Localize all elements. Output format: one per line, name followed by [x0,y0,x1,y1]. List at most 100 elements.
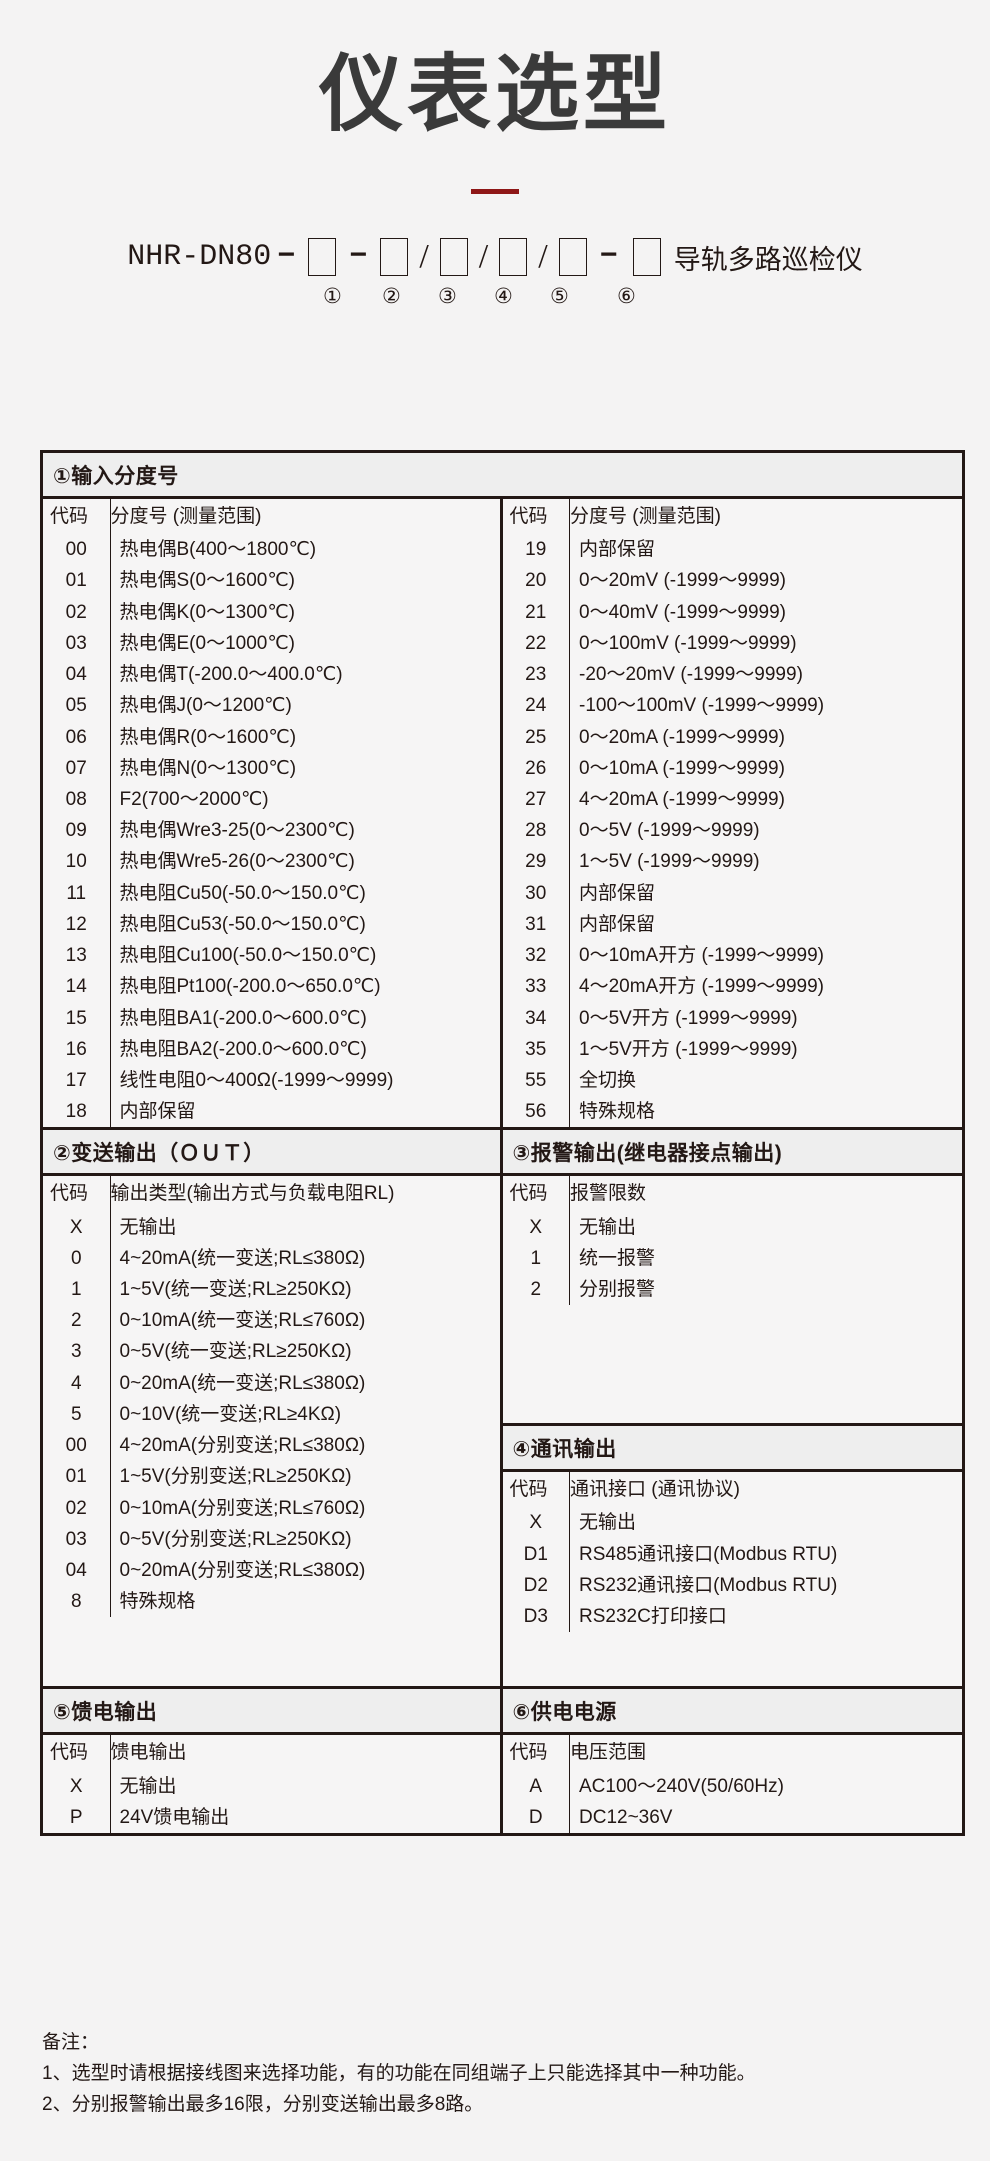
model-slot-5[interactable] [558,238,587,276]
row-code: 3 [43,1336,111,1368]
table-row: 02 热电偶K(0～1300℃) [43,596,500,628]
row-desc: 0～10mA开方 (-1999～9999) [579,945,824,967]
table-header-row: 代码 报警限数 [502,1176,963,1212]
table-row: 1 1~5V(统一变送;RL≥250KΩ) [43,1274,500,1306]
row-code: 03 [43,627,111,660]
section-feed: ⑤馈电输出 代码 馈电输出 X 无输出 P 24V馈电输出 [43,1689,503,1833]
table-row: 04 热电偶T(-200.0～400.0℃) [43,659,500,691]
table-row: 01 热电偶S(0～1600℃) [43,565,500,597]
row-code: 25 [502,721,570,753]
row-desc: 热电偶S(0～1600℃) [119,570,296,592]
row-desc: 热电阻BA2(-200.0～600.0℃) [119,1038,367,1060]
table-row: 28 0～5V (-1999～9999) [502,815,963,847]
row-code: 13 [43,940,111,972]
section-mid-body: ②变送输出（ＯＵＴ） 代码 输出类型(输出方式与负载电阻RL) X 无输出 0 4~2… [43,1127,963,1687]
table-row: 00 4~20mA(分别变送;RL≤380Ω) [43,1430,500,1462]
row-code: 2 [502,1274,570,1306]
table-row: A AC100～240V(50/60Hz) [502,1770,963,1802]
table-row: 33 4～20mA开方 (-1999～9999) [502,971,963,1003]
row-code: 31 [502,908,570,941]
model-slot-2[interactable] [380,238,409,276]
feed-rows: X 无输出 P 24V馈电输出 [43,1770,500,1833]
row-desc: 线性电阻0～400Ω(-1999～9999) [119,1069,394,1091]
feed-header-table: 代码 馈电输出 [43,1735,500,1771]
row-code: 2 [43,1305,111,1337]
model-slot-6[interactable] [632,238,661,276]
row-desc: 1~5V(分别变送;RL≥250KΩ) [119,1466,352,1488]
row-code: X [502,1211,570,1243]
row-code: 17 [43,1064,111,1097]
row-desc: 热电阻Cu53(-50.0～150.0℃) [119,913,366,935]
section-power: ⑥供电电源 代码 电压范围 A AC100～240V(50/60Hz) D DC12~… [502,1689,963,1833]
row-desc: 0~5V(分别变送;RL≥250KΩ) [119,1528,352,1550]
model-marker-3: ③ [438,284,457,308]
feed-thead: 代码 馈电输出 [43,1735,500,1771]
table-row: 09 热电偶Wre3-25(0～2300℃) [43,815,500,847]
row-code: P [43,1801,111,1833]
table-row: 35 1～5V开方 (-1999～9999) [502,1033,963,1065]
transmit-rows-body: X 无输出 0 4~20mA(统一变送;RL≤380Ω) 1 1~5V(统一变送;RL≥2… [43,1211,500,1618]
row-code: 04 [43,659,111,691]
page-title: 仪表选型 [318,45,671,143]
row-code: 02 [43,1492,111,1524]
note-item: 1、选型时请根据接线图来选择功能，有的功能在同组端子上只能选择其中一种功能。 [42,2062,756,2084]
table-row: X 无输出 [43,1211,500,1243]
row-code: D [502,1801,570,1833]
row-code: 09 [43,815,111,847]
row-desc: 1~5V(统一变送;RL≥250KΩ) [119,1279,352,1301]
row-code: 8 [43,1586,111,1618]
row-desc: 热电偶R(0～1600℃) [119,726,297,748]
row-desc: 热电偶N(0～1300℃) [119,757,297,779]
table-row: 07 热电偶N(0～1300℃) [43,752,500,784]
table-row: 14 热电阻Pt100(-200.0～650.0℃) [43,971,500,1003]
header-code: 代码 [502,1735,570,1771]
model-slot-4[interactable] [499,238,528,276]
row-code: 20 [502,565,570,597]
table-row: D3 RS232C打印接口 [502,1601,963,1633]
row-desc: 4～20mA (-1999～9999) [579,788,785,810]
row-code: 0 [43,1242,111,1275]
table-row: X 无输出 [502,1507,963,1539]
row-desc: 热电阻Cu100(-50.0～150.0℃) [119,945,377,967]
table-row: 34 0～5V开方 (-1999～9999) [502,1002,963,1034]
row-desc: 无输出 [119,1216,177,1238]
row-desc: 内部保留 [579,882,656,904]
row-code: 29 [502,846,570,878]
row-desc: 全切换 [579,1069,637,1091]
row-code: D3 [502,1601,570,1633]
row-desc: DC12~36V [579,1806,673,1828]
model-dash-3: − [599,240,618,274]
row-code: X [43,1211,111,1243]
alarm-rows: X 无输出 1 统一报警 2 分别报警 [502,1211,963,1306]
model-slot-3[interactable] [439,238,468,276]
section-heading-alarm: ③报警输出(继电器接点输出) [502,1130,962,1177]
header-desc: 报警限数 [570,1183,647,1205]
row-code: 16 [43,1033,111,1065]
row-code: 15 [43,1002,111,1034]
table-row: 4 0~20mA(统一变送;RL≤380Ω) [43,1367,500,1399]
table-row: 04 0~20mA(分别变送;RL≤380Ω) [43,1555,500,1587]
row-code: 26 [502,752,570,784]
model-marker-4: ④ [494,284,513,308]
model-slot-1[interactable] [308,238,337,276]
model-marker-6: ⑥ [617,284,636,308]
model-dash-2: − [349,240,368,274]
section-transmit: ②变送输出（ＯＵＴ） 代码 输出类型(输出方式与负载电阻RL) X 无输出 0 4~2… [43,1130,503,1687]
table-header-row: 代码 电压范围 [502,1735,963,1771]
row-desc: 0～100mV (-1999～9999) [579,632,797,654]
power-rows: A AC100～240V(50/60Hz) D DC12~36V [502,1770,963,1833]
table-row: 00 热电偶B(400～1800℃) [43,534,500,566]
header-desc: 电压范围 [570,1742,647,1764]
row-desc: -100～100mV (-1999～9999) [579,695,825,717]
table-row: X 无输出 [43,1770,500,1802]
row-desc: 内部保留 [579,913,656,935]
row-code: 14 [43,971,111,1003]
table-row: 23 -20～20mV (-1999～9999) [502,659,963,691]
header-desc: 通讯接口 (通讯协议) [570,1479,740,1501]
row-desc: 24V馈电输出 [119,1806,230,1828]
table-row: 15 热电阻BA1(-200.0～600.0℃) [43,1002,500,1034]
row-code: 34 [502,1002,570,1034]
row-code: 32 [502,940,570,972]
table-row: 2 0~10mA(统一变送;RL≤760Ω) [43,1305,500,1337]
table-row: 31 内部保留 [502,908,963,941]
